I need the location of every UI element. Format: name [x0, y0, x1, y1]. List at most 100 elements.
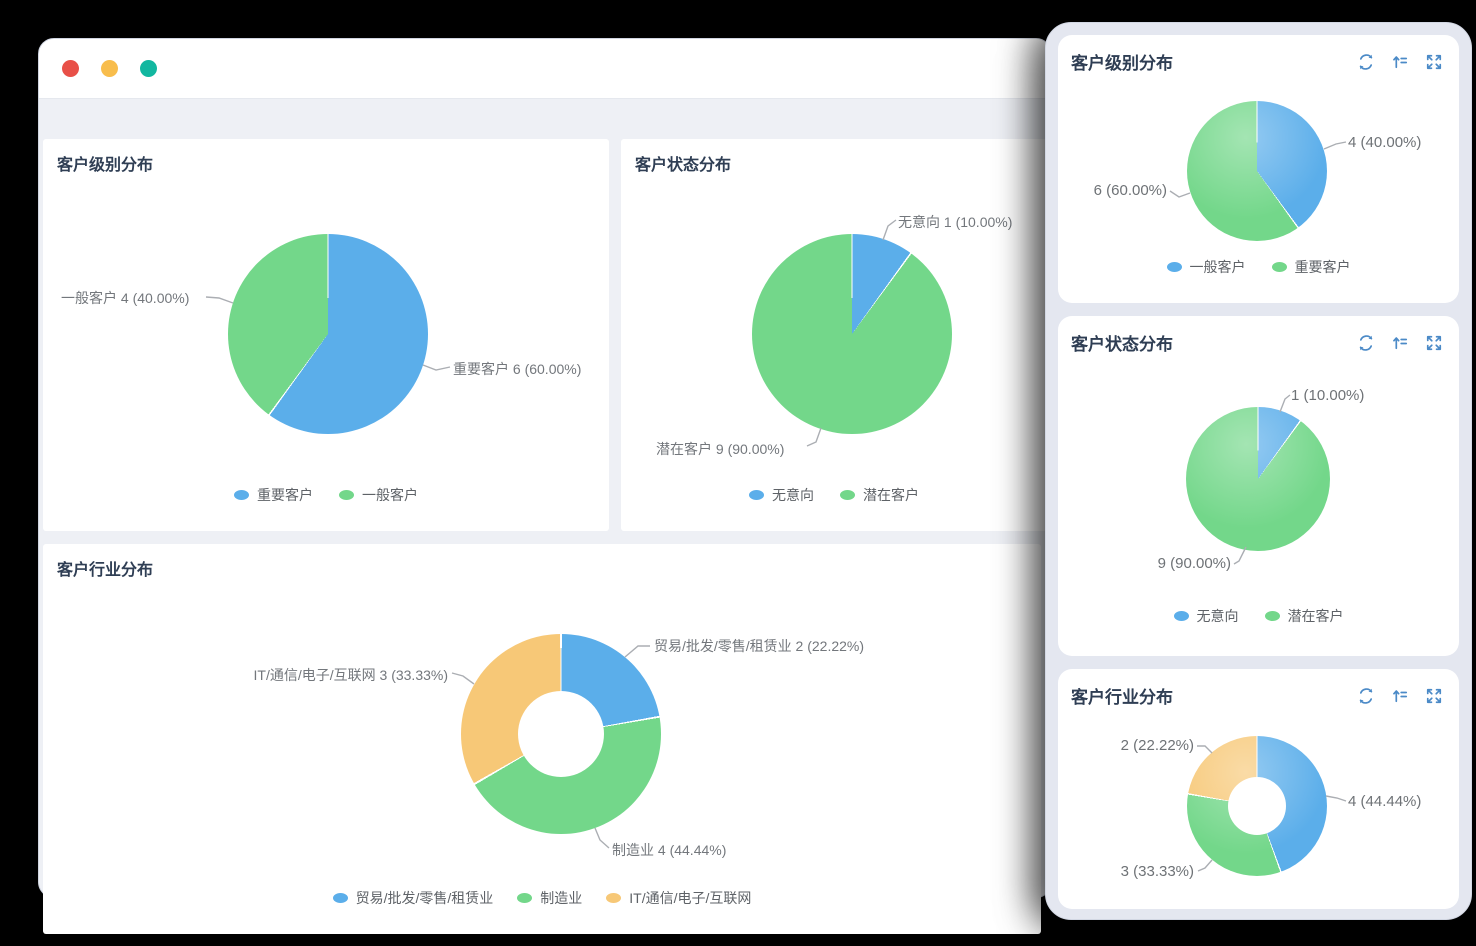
legend-item-general[interactable]: 一般客户 [1166, 257, 1246, 277]
chart-legend: 无意向 潜在客户 [621, 485, 1047, 505]
panel-card-customer-level: 客户级别分布 [1058, 35, 1459, 303]
legend-item-none[interactable]: 无意向 [749, 485, 814, 505]
window-minimize-button[interactable] [101, 60, 118, 77]
legend-item-it[interactable]: IT/通信/电子/互联网 [606, 888, 751, 908]
slice-label: 无意向 1 (10.00%) [898, 214, 1013, 230]
legend-marker-icon [1166, 262, 1182, 272]
pie-gloss [1187, 101, 1327, 241]
expand-icon [1426, 688, 1442, 703]
chart-legend: 重要客户 一般客户 [43, 485, 609, 505]
panel-card-header: 客户状态分布 [1058, 316, 1459, 355]
legend-item-important[interactable]: 重要客户 [234, 485, 313, 505]
slice-label: 2 (22.22%) [1120, 737, 1194, 754]
window-close-button[interactable] [62, 60, 79, 77]
sort-button[interactable] [1391, 53, 1409, 71]
legend-marker-icon [840, 490, 855, 500]
expand-button[interactable] [1425, 687, 1443, 705]
sort-ascending-icon [1393, 689, 1408, 702]
dashboard-content: 客户级别分布 一般客户 4 (40.00%) 重要客户 6 (60.00%) 重… [39, 99, 1051, 934]
chart-legend: 无意向 潜在客户 [1058, 606, 1459, 626]
card-title: 客户级别分布 [57, 157, 154, 174]
slice-label: 贸易/批发/零售/租赁业 2 (22.22%) [654, 638, 865, 654]
card-title: 客户行业分布 [57, 562, 154, 579]
panel-card-title: 客户状态分布 [1071, 335, 1173, 354]
expand-button[interactable] [1425, 53, 1443, 71]
donut-chart-customer-industry-mini[interactable] [1187, 736, 1327, 876]
panel-card-header: 客户行业分布 [1058, 669, 1459, 708]
expand-button[interactable] [1425, 334, 1443, 352]
legend-label: 潜在客户 [1287, 608, 1344, 624]
legend-label: 一般客户 [362, 487, 418, 503]
refresh-icon [1359, 53, 1373, 70]
refresh-icon [1359, 687, 1373, 704]
legend-marker-icon [517, 893, 533, 903]
legend-item-trade[interactable]: 贸易/批发/零售/租赁业 [332, 888, 494, 908]
panel-card-toolbar [1357, 687, 1443, 705]
refresh-icon [1359, 334, 1373, 351]
legend-label: 贸易/批发/零售/租赁业 [355, 890, 494, 906]
panel-card-header: 客户级别分布 [1058, 35, 1459, 74]
chart-legend: 一般客户 重要客户 [1058, 257, 1459, 277]
legend-item-potential[interactable]: 潜在客户 [840, 485, 919, 505]
legend-item-potential[interactable]: 潜在客户 [1264, 606, 1344, 626]
legend-item-none[interactable]: 无意向 [1173, 606, 1239, 626]
refresh-button[interactable] [1357, 687, 1375, 705]
slice-label: 潜在客户 9 (90.00%) [656, 441, 785, 457]
slice-label: 4 (40.00%) [1348, 134, 1422, 151]
legend-label: 无意向 [1196, 608, 1239, 624]
legend-marker-icon [339, 490, 354, 500]
expand-icon [1426, 335, 1442, 350]
refresh-button[interactable] [1357, 334, 1375, 352]
legend-label: 重要客户 [1294, 259, 1351, 275]
card-title: 客户状态分布 [635, 157, 732, 174]
legend-label: IT/通信/电子/互联网 [629, 890, 752, 906]
side-panel: 客户级别分布 [1045, 22, 1472, 920]
legend-marker-icon [749, 490, 764, 500]
slice-label: 9 (90.00%) [1157, 555, 1231, 572]
legend-label: 无意向 [772, 487, 814, 503]
donut-hole [518, 691, 604, 777]
slice-label: 3 (33.33%) [1120, 863, 1194, 880]
donut-hole [1228, 777, 1286, 835]
sort-ascending-icon [1393, 55, 1408, 68]
legend-label: 制造业 [540, 890, 583, 906]
pie-chart-customer-level[interactable] [228, 234, 428, 434]
slice-label: 4 (44.44%) [1348, 793, 1422, 810]
legend-marker-icon [606, 893, 622, 903]
donut-chart-customer-industry[interactable] [461, 634, 661, 834]
panel-card-title: 客户行业分布 [1071, 688, 1173, 707]
slice-label: 6 (60.00%) [1093, 182, 1167, 199]
card-customer-status: 客户状态分布 无意向 1 (10.00%) 潜在客户 9 (90.00%) 无意… [621, 139, 1047, 531]
card-customer-industry: 客户行业分布 贸易/批发/零售/租赁业 2 (22.22%) 制造业 4 (44… [43, 544, 1041, 934]
legend-item-general[interactable]: 一般客户 [339, 485, 418, 505]
legend-label: 重要客户 [257, 487, 313, 503]
slice-label: 制造业 4 (44.44%) [612, 842, 727, 858]
panel-card-customer-status: 客户状态分布 [1058, 316, 1459, 656]
legend-marker-icon [1271, 262, 1287, 272]
legend-item-important[interactable]: 重要客户 [1271, 257, 1351, 277]
panel-card-toolbar [1357, 334, 1443, 352]
pie-chart-customer-level-mini[interactable] [1187, 101, 1327, 241]
main-window: 客户级别分布 一般客户 4 (40.00%) 重要客户 6 (60.00%) 重… [38, 38, 1052, 934]
chart-legend: 贸易/批发/零售/租赁业 制造业 IT/通信/电子/互联网 [43, 888, 1041, 908]
pie-chart-customer-status-mini[interactable] [1186, 407, 1330, 551]
panel-card-title: 客户级别分布 [1071, 54, 1173, 73]
window-zoom-button[interactable] [140, 60, 157, 77]
expand-icon [1426, 54, 1442, 69]
legend-marker-icon [234, 490, 249, 500]
window-titlebar [39, 39, 1051, 99]
refresh-button[interactable] [1357, 53, 1375, 71]
slice-label: IT/通信/电子/互联网 3 (33.33%) [253, 667, 448, 683]
panel-card-customer-industry: 客户行业分布 [1058, 669, 1459, 909]
card-customer-level: 客户级别分布 一般客户 4 (40.00%) 重要客户 6 (60.00%) 重… [43, 139, 609, 531]
legend-marker-icon [1264, 611, 1280, 621]
legend-marker-icon [1173, 611, 1189, 621]
slice-label: 1 (10.00%) [1291, 387, 1365, 404]
pie-chart-customer-status[interactable] [752, 234, 952, 434]
legend-item-manufacturing[interactable]: 制造业 [517, 888, 582, 908]
legend-marker-icon [332, 893, 348, 903]
panel-card-toolbar [1357, 53, 1443, 71]
sort-button[interactable] [1391, 687, 1409, 705]
sort-button[interactable] [1391, 334, 1409, 352]
legend-label: 潜在客户 [863, 487, 919, 503]
